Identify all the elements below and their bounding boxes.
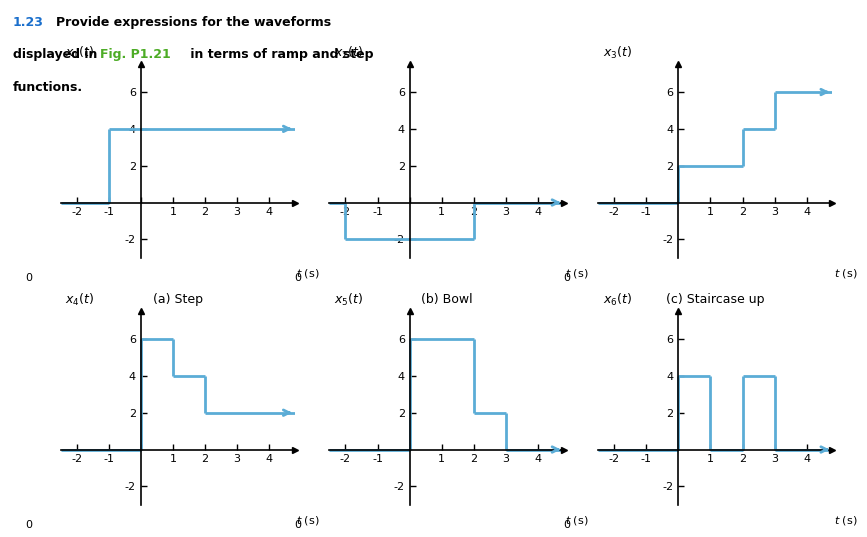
- Text: $x_1(t)$: $x_1(t)$: [65, 45, 95, 61]
- Text: $x_5(t)$: $x_5(t)$: [334, 292, 363, 308]
- Text: (c) Staircase up: (c) Staircase up: [666, 293, 765, 306]
- Text: $t$ (s): $t$ (s): [565, 514, 589, 527]
- Text: Provide expressions for the waveforms: Provide expressions for the waveforms: [56, 16, 331, 29]
- Text: 0: 0: [295, 273, 302, 283]
- Text: $t$ (s): $t$ (s): [834, 267, 857, 280]
- Text: $x_4(t)$: $x_4(t)$: [65, 292, 95, 308]
- Text: in terms of ramp and step: in terms of ramp and step: [186, 48, 374, 61]
- Text: 1.23: 1.23: [13, 16, 44, 29]
- Text: $t$ (s): $t$ (s): [297, 267, 320, 280]
- Text: displayed in: displayed in: [13, 48, 101, 61]
- Text: 0: 0: [26, 273, 33, 283]
- Text: $t$ (s): $t$ (s): [565, 267, 589, 280]
- Text: $x_2(t)$: $x_2(t)$: [334, 45, 363, 61]
- Text: 0: 0: [295, 520, 302, 530]
- Text: 0: 0: [564, 273, 570, 283]
- Text: 0: 0: [26, 520, 33, 530]
- Text: Fig. P1.21: Fig. P1.21: [100, 48, 171, 61]
- Text: $x_3(t)$: $x_3(t)$: [603, 45, 632, 61]
- Text: functions.: functions.: [13, 81, 83, 93]
- Text: (b) Bowl: (b) Bowl: [420, 293, 473, 306]
- Text: $t$ (s): $t$ (s): [834, 514, 857, 527]
- Text: $x_6(t)$: $x_6(t)$: [603, 292, 632, 308]
- Text: 0: 0: [564, 520, 570, 530]
- Text: (a) Step: (a) Step: [153, 293, 203, 306]
- Text: $t$ (s): $t$ (s): [297, 514, 320, 527]
